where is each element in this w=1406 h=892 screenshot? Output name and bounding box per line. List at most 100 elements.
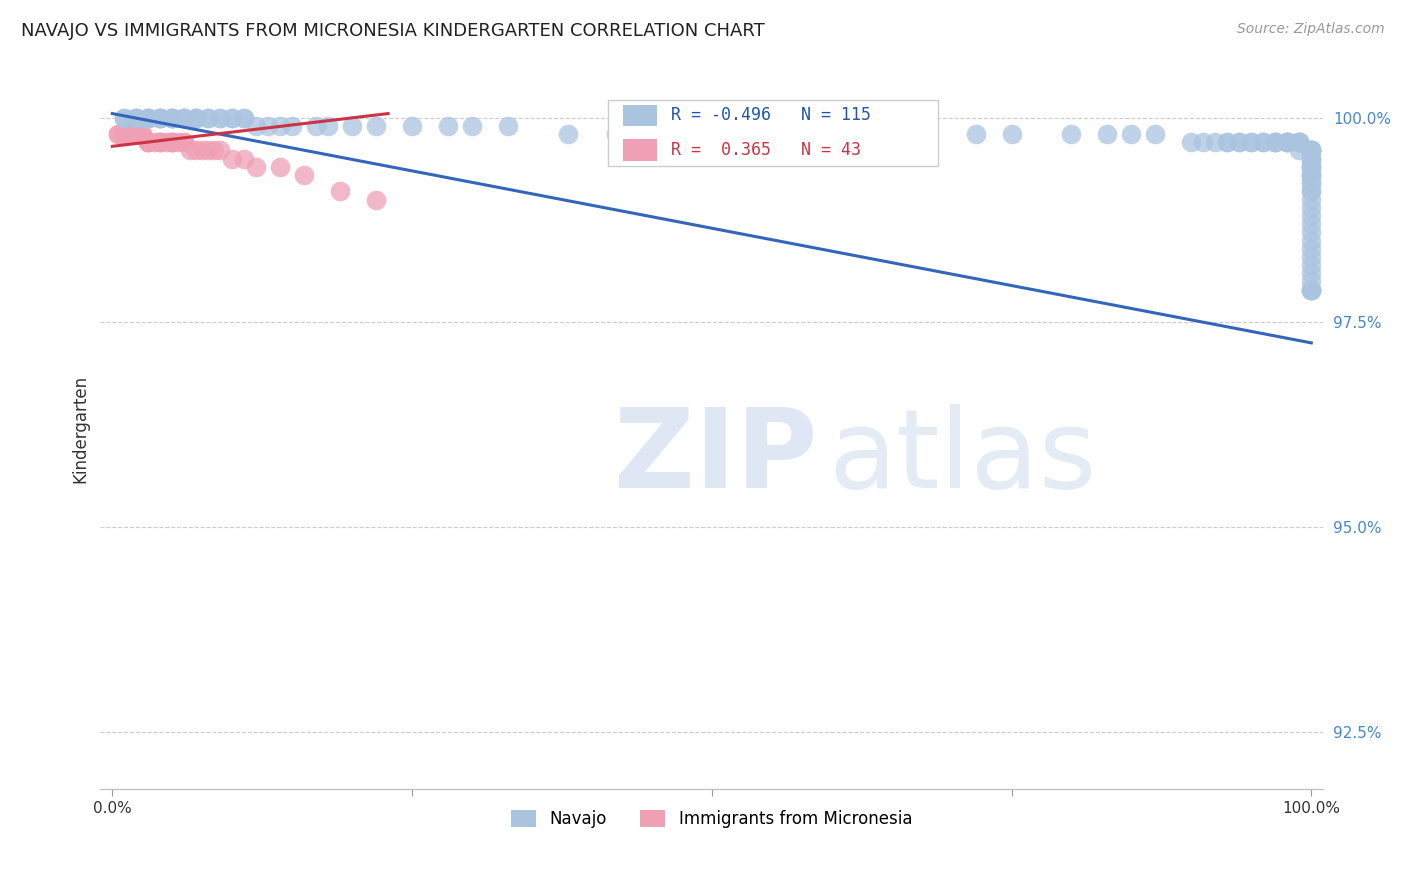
Text: ZIP: ZIP [614, 404, 817, 511]
Point [149, 111, 172, 125]
Point [125, 127, 148, 141]
Point [1288, 135, 1310, 149]
Point [965, 127, 987, 141]
Point [136, 135, 159, 149]
Point [1227, 135, 1250, 149]
Point [1301, 193, 1323, 207]
Point [1180, 135, 1202, 149]
Point [1277, 135, 1299, 149]
Point [179, 144, 201, 158]
Point [1277, 135, 1299, 149]
Point [162, 111, 184, 125]
Point [1301, 152, 1323, 166]
Point [1301, 201, 1323, 215]
Point [665, 127, 688, 141]
Point [173, 135, 195, 149]
Point [1301, 168, 1323, 182]
Point [269, 160, 291, 174]
Point [496, 119, 519, 133]
Point [125, 127, 148, 141]
Point [1301, 144, 1323, 158]
Point [1288, 135, 1310, 149]
Point [112, 127, 135, 141]
Point [917, 127, 939, 141]
Point [1301, 234, 1323, 248]
Point [125, 111, 148, 125]
Point [557, 127, 579, 141]
Point [1216, 135, 1239, 149]
Point [269, 119, 291, 133]
Point [1097, 127, 1119, 141]
Point [1301, 185, 1323, 199]
Point [107, 127, 129, 141]
Point [112, 127, 135, 141]
Point [1288, 135, 1310, 149]
Point [173, 135, 195, 149]
Point [112, 127, 135, 141]
Point [112, 111, 135, 125]
Point [125, 111, 148, 125]
Point [120, 127, 142, 141]
Point [1301, 242, 1323, 256]
Point [107, 127, 129, 141]
Point [162, 135, 184, 149]
Point [1277, 135, 1299, 149]
Point [1253, 135, 1275, 149]
Point [173, 111, 195, 125]
Point [1301, 283, 1323, 297]
Point [186, 111, 208, 125]
Point [209, 144, 232, 158]
Point [1288, 144, 1310, 158]
Point [257, 119, 280, 133]
Point [1301, 217, 1323, 231]
Point [1301, 160, 1323, 174]
Point [149, 135, 172, 149]
Point [149, 111, 172, 125]
Point [1277, 135, 1299, 149]
Point [149, 111, 172, 125]
Point [136, 135, 159, 149]
Point [167, 135, 190, 149]
Point [162, 135, 184, 149]
Point [281, 119, 304, 133]
Point [1301, 283, 1323, 297]
Point [1301, 283, 1323, 297]
Point [162, 111, 184, 125]
Point [136, 111, 159, 125]
Point [112, 127, 135, 141]
Point [1227, 135, 1250, 149]
Point [131, 127, 153, 141]
Point [737, 127, 759, 141]
Point [1301, 144, 1323, 158]
Point [155, 135, 177, 149]
Point [1216, 135, 1239, 149]
Point [125, 127, 148, 141]
Point [233, 152, 256, 166]
Point [221, 111, 243, 125]
Point [329, 185, 352, 199]
Point [1301, 283, 1323, 297]
Bar [623, 139, 657, 161]
Point [191, 144, 214, 158]
Bar [623, 104, 657, 126]
Point [1204, 135, 1226, 149]
Point [1301, 168, 1323, 182]
Point [162, 135, 184, 149]
Point [186, 111, 208, 125]
Point [1301, 168, 1323, 182]
Point [233, 111, 256, 125]
Point [1301, 160, 1323, 174]
Point [120, 127, 142, 141]
Point [136, 111, 159, 125]
Point [1301, 258, 1323, 272]
Point [1301, 266, 1323, 280]
Point [245, 119, 267, 133]
Text: R =  0.365   N = 43: R = 0.365 N = 43 [672, 141, 862, 159]
Point [1301, 250, 1323, 264]
Point [131, 127, 153, 141]
Point [1253, 135, 1275, 149]
Point [1288, 135, 1310, 149]
Point [149, 135, 172, 149]
Point [209, 111, 232, 125]
Point [1000, 127, 1022, 141]
